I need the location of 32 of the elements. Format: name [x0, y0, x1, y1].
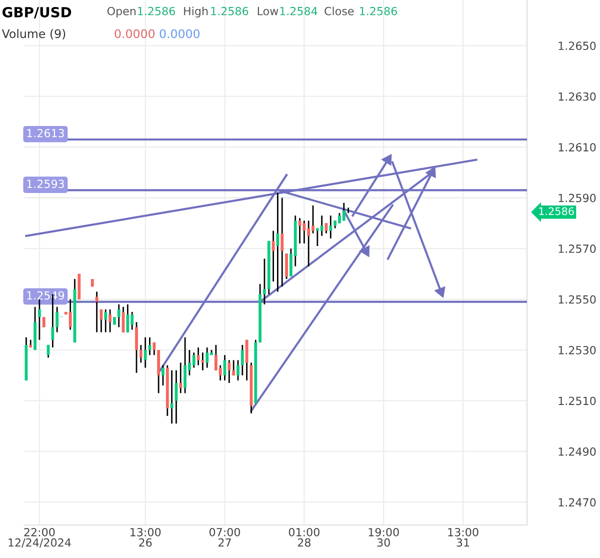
x-tick-label: 19:00 30 [368, 528, 399, 547]
ref-line-label: 1.2549 [27, 291, 64, 300]
y-tick-label: 1.2610 [558, 143, 596, 152]
y-tick-label: 1.2530 [558, 346, 596, 354]
annotation: 1.2586 [211, 6, 248, 16]
x-tick-label: 01:00 28 [288, 528, 320, 547]
annotation: Volume (9) [2, 29, 66, 40]
x-tick-label: 13:00 31 [448, 528, 478, 547]
ref-line-label: 1.2613 [27, 128, 64, 138]
annotation: 1.2586 [138, 6, 175, 16]
y-tick-label: 1.2570 [558, 244, 596, 253]
annotation: Close [324, 6, 354, 16]
y-tick-label: 1.2490 [558, 447, 596, 456]
chart-title: GBP/USD [2, 6, 72, 19]
y-tick-label: 1.2650 [558, 42, 596, 50]
annotation: High [184, 6, 208, 18]
annotation: 1.2584 [280, 6, 318, 16]
annotation: 0.0000 [160, 29, 200, 38]
annotation: 0.0000 [114, 29, 155, 38]
text: 1.2586 [539, 207, 574, 216]
y-tick-label: 1.2470 [558, 498, 596, 507]
y-tick-label: 1.2510 [558, 396, 596, 406]
x-tick-label: 07:00 27 [209, 528, 240, 547]
y-tick-label: 1.2550 [558, 295, 596, 304]
y-tick-label: 1.2590 [558, 194, 596, 202]
x-tick-label: 22:00 12/24/2024 [8, 528, 71, 548]
y-tick-label: 1.2630 [558, 92, 596, 101]
x-tick-label: 13:00 26 [130, 528, 161, 547]
ref-line-label: 1.2593 [27, 180, 64, 188]
annotation: Open [107, 6, 136, 18]
annotation: 1.2586 [360, 6, 397, 16]
annotation: Low [258, 7, 278, 16]
